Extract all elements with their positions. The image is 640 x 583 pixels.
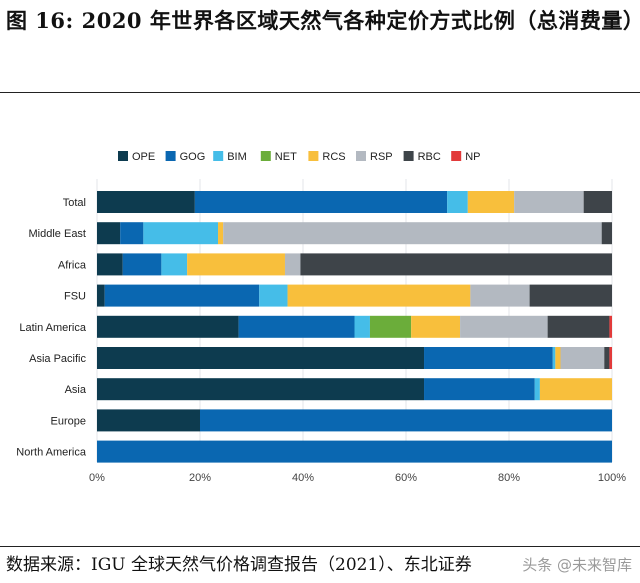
bar-total-ope	[97, 191, 195, 213]
category-label-latin-america: Latin America	[19, 322, 87, 334]
bar-north-america-gog	[97, 440, 612, 463]
category-label-total: Total	[63, 197, 86, 209]
bar-middle-east-ope	[97, 222, 121, 245]
legend-label-rcs: RCS	[322, 151, 345, 163]
bar-africa-gog	[122, 253, 162, 276]
bar-africa-bim	[161, 253, 188, 276]
bar-asia-pacific-rcs	[555, 347, 561, 369]
legend-label-net: NET	[275, 151, 297, 163]
bar-latin-america-np	[609, 315, 612, 338]
chart-legend: OPE GOG BIM NET RCS RSP RBC NP	[118, 151, 480, 163]
bar-asia-pacific-rbc	[604, 347, 610, 369]
tick-label-0: 0%	[89, 472, 105, 484]
bar-latin-america-rcs	[411, 315, 461, 338]
bar-total-rbc	[583, 191, 612, 213]
legend-swatch-ope	[118, 151, 128, 161]
tick-label-100: 100%	[598, 472, 626, 484]
bar-europe-gog	[200, 409, 612, 432]
figure-source: 数据来源：IGU 全球天然气价格调查报告（2021）、东北证券	[6, 555, 472, 575]
bar-asia-gog	[424, 378, 535, 401]
bar-total-rcs	[467, 191, 515, 213]
bar-fsu-bim	[259, 284, 288, 307]
bar-total-gog	[194, 191, 448, 213]
bar-europe-ope	[97, 409, 200, 432]
category-label-fsu: FSU	[64, 291, 86, 303]
legend-label-rsp: RSP	[370, 151, 393, 163]
source-divider	[0, 546, 640, 547]
legend-label-gog: GOG	[180, 151, 206, 163]
bar-asia-bim	[534, 378, 540, 401]
category-label-asia-pacific: Asia Pacific	[29, 353, 86, 365]
bar-africa-ope	[97, 253, 123, 276]
legend-label-bim: BIM	[227, 151, 247, 163]
tick-label-40: 40%	[292, 472, 314, 484]
value-axis-labels: 0% 20% 40% 60% 80% 100%	[89, 472, 626, 484]
bar-latin-america-ope	[97, 315, 239, 338]
title-divider	[0, 92, 640, 93]
stacked-bar-chart: OPE GOG BIM NET RCS RSP RBC NP Total Middle East…	[16, 151, 626, 484]
bar-middle-east-bim	[143, 222, 219, 245]
watermark-text: 头条 @未来智库	[522, 556, 632, 574]
bar-asia-pacific-gog	[424, 347, 553, 369]
bar-total-bim	[447, 191, 468, 213]
bar-latin-america-rsp	[460, 315, 548, 338]
bar-middle-east-rbc	[601, 222, 612, 245]
bar-fsu-rsp	[470, 284, 530, 307]
bar-fsu-rbc	[529, 284, 612, 307]
bar-africa-rsp	[284, 253, 301, 276]
bar-asia-pacific-bim	[552, 347, 556, 369]
bar-latin-america-bim	[354, 315, 370, 338]
chart-bars	[97, 191, 612, 463]
legend-swatch-gog	[165, 151, 176, 161]
bar-asia-rcs	[539, 378, 612, 401]
bar-fsu-ope	[97, 284, 105, 307]
bar-fsu-rcs	[287, 284, 471, 307]
legend-swatch-net	[260, 151, 271, 161]
category-label-europe: Europe	[51, 415, 86, 427]
tick-label-60: 60%	[395, 472, 417, 484]
category-label-africa: Africa	[58, 259, 87, 271]
category-label-middle-east: Middle East	[29, 228, 86, 240]
legend-swatch-np	[451, 151, 462, 161]
bar-asia-pacific-rsp	[560, 347, 605, 369]
legend-swatch-rcs	[308, 151, 319, 161]
bar-latin-america-net	[369, 315, 412, 338]
bar-africa-rcs	[187, 253, 285, 276]
bar-latin-america-rbc	[547, 315, 610, 338]
legend-label-rbc: RBC	[418, 151, 441, 163]
bar-asia-ope	[97, 378, 425, 401]
bar-asia-pacific-np	[609, 347, 612, 369]
category-label-asia: Asia	[65, 384, 87, 396]
bar-africa-rbc	[300, 253, 612, 276]
bar-total-rsp	[514, 191, 584, 213]
legend-swatch-rbc	[403, 151, 414, 161]
legend-swatch-bim	[213, 151, 224, 161]
legend-swatch-rsp	[356, 151, 366, 161]
bar-fsu-gog	[104, 284, 260, 307]
category-axis-labels: Total Middle East Africa FSU Latin America As…	[16, 197, 87, 459]
bar-asia-pacific-ope	[97, 347, 425, 369]
bar-middle-east-gog	[120, 222, 144, 245]
bar-latin-america-gog	[238, 315, 355, 338]
bar-middle-east-rsp	[223, 222, 602, 245]
legend-label-np: NP	[465, 151, 480, 163]
category-label-north-america: North America	[16, 447, 87, 459]
legend-label-ope: OPE	[132, 151, 155, 163]
figure-title: 图 16: 2020 年世界各区域天然气各种定价方式比例（总消费量）	[6, 8, 640, 33]
bar-middle-east-rcs	[218, 222, 224, 245]
tick-label-20: 20%	[189, 472, 211, 484]
tick-label-80: 80%	[498, 472, 520, 484]
